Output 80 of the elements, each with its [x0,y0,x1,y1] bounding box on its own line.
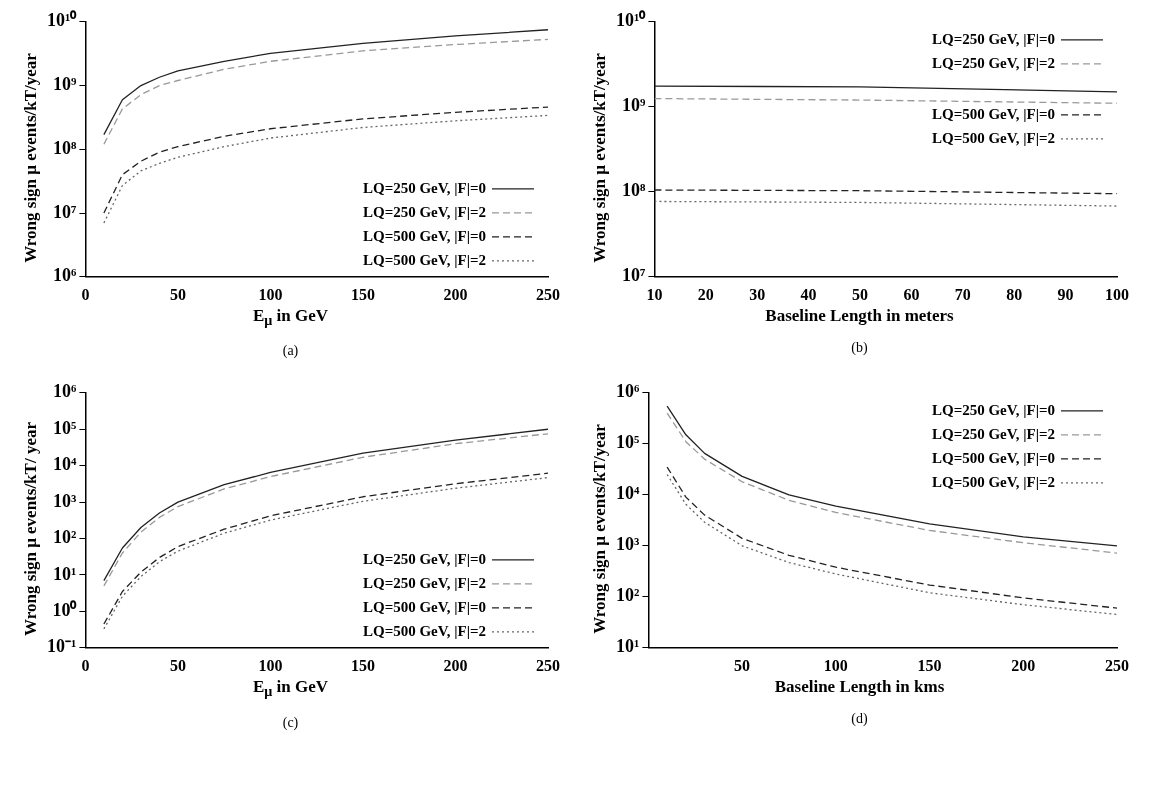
x-tick-label: 50 [169,656,186,674]
y-tick-label: 10³ [52,491,77,512]
y-tick-label: 10⁸ [621,180,646,201]
x-tick-label: 100 [257,656,282,674]
x-tick-label: 150 [350,285,375,303]
y-tick-label: 10⁹ [52,74,77,95]
y-axis-title: Wrong sign μ events/kT/year [589,424,610,635]
x-tick-label: 200 [442,285,467,303]
x-tick-label: 250 [535,285,560,303]
x-axis-title: Baseline Length in meters [765,306,954,326]
legend-label: LQ=250 GeV, |F|=2 [362,203,486,220]
y-tick-label: 10⁶ [52,265,77,286]
y-tick-label: 10¹ [52,563,76,584]
x-tick-label: 40 [800,285,817,303]
y-tick-label: 10⁶ [52,381,77,402]
x-axis-title: E$_{μ}$ in GeV [252,306,329,330]
legend-label: LQ=500 GeV, |F|=0 [362,227,486,244]
x-tick-label: 50 [169,285,186,303]
y-tick-label: 10⁶ [615,381,640,402]
text: (d) [851,711,868,728]
legend-label: LQ=500 GeV, |F|=2 [362,251,486,268]
x-tick-label: 250 [1104,656,1129,674]
y-tick-label: 10¹⁰ [46,10,77,31]
x-tick-label: 0 [80,285,89,303]
y-tick-label: 10⁷ [621,265,646,286]
y-tick-label: 10⁵ [52,418,77,439]
x-tick-label: 250 [535,656,560,674]
legend-label: LQ=250 GeV, |F|=2 [931,54,1055,71]
legend-label: LQ=250 GeV, |F|=0 [362,179,486,196]
legend-label: LQ=500 GeV, |F|=2 [362,623,486,640]
x-tick-label: 80 [1005,285,1022,303]
legend-label: LQ=500 GeV, |F|=0 [931,450,1055,467]
x-tick-label: 60 [902,285,919,303]
y-tick-label: 10⁸ [52,137,77,158]
y-tick-label: 10² [52,527,76,548]
legend-label: LQ=500 GeV, |F|=0 [362,599,486,616]
legend-label: LQ=250 GeV, |F|=0 [362,551,486,568]
text: (c) [282,714,299,731]
y-tick-label: 10⁴ [615,483,640,504]
x-tick-label: 50 [733,656,750,674]
text: (b) [851,340,868,356]
y-tick-label: 10⁹ [621,95,646,116]
y-tick-label: 10⁰ [51,600,77,621]
text: (a) [282,343,299,360]
legend-label: LQ=500 GeV, |F|=2 [931,474,1055,491]
y-tick-label: 10⁻¹ [46,636,76,657]
x-tick-label: 0 [80,656,89,674]
x-tick-label: 70 [954,285,971,303]
y-axis-title: Wrong sign μ events/kT/year [20,53,41,263]
x-axis-title: Baseline Length in kms [774,677,945,698]
line-series [102,38,548,145]
legend-label: LQ=250 GeV, |F|=2 [362,575,486,592]
y-tick-label: 10⁵ [615,432,640,453]
y-tick-label: 10² [615,585,639,606]
y-tick-label: 10¹ [615,636,639,657]
y-axis-title: Wrong sign μ events/kT/ year [20,422,41,637]
x-tick-label: 100 [823,656,848,674]
x-tick-label: 100 [1104,285,1129,303]
x-tick-label: 30 [748,285,765,303]
y-tick-label: 10¹⁰ [615,10,646,31]
x-tick-label: 200 [1010,656,1035,674]
y-tick-label: 10⁷ [52,201,77,222]
x-tick-label: 50 [851,285,868,303]
legend-label: LQ=250 GeV, |F|=2 [931,426,1055,443]
x-tick-label: 100 [257,285,282,303]
x-tick-label: 90 [1057,285,1074,303]
legend-label: LQ=500 GeV, |F|=0 [931,105,1055,122]
line-series [102,114,548,224]
x-tick-label: 20 [697,285,714,303]
x-tick-label: 150 [350,656,375,674]
y-tick-label: 10⁴ [52,454,77,475]
y-tick-label: 10³ [615,534,640,555]
x-tick-label: 10 [645,285,662,303]
y-axis-title: Wrong sign μ events/kT/year [589,53,610,263]
legend-label: LQ=500 GeV, |F|=2 [931,129,1055,146]
legend-label: LQ=250 GeV, |F|=0 [931,402,1055,419]
legend-label: LQ=250 GeV, |F|=0 [931,30,1055,47]
x-axis-title: E$_{μ}$ in GeV [252,677,329,701]
x-tick-label: 200 [442,656,467,674]
x-tick-label: 150 [917,656,942,674]
